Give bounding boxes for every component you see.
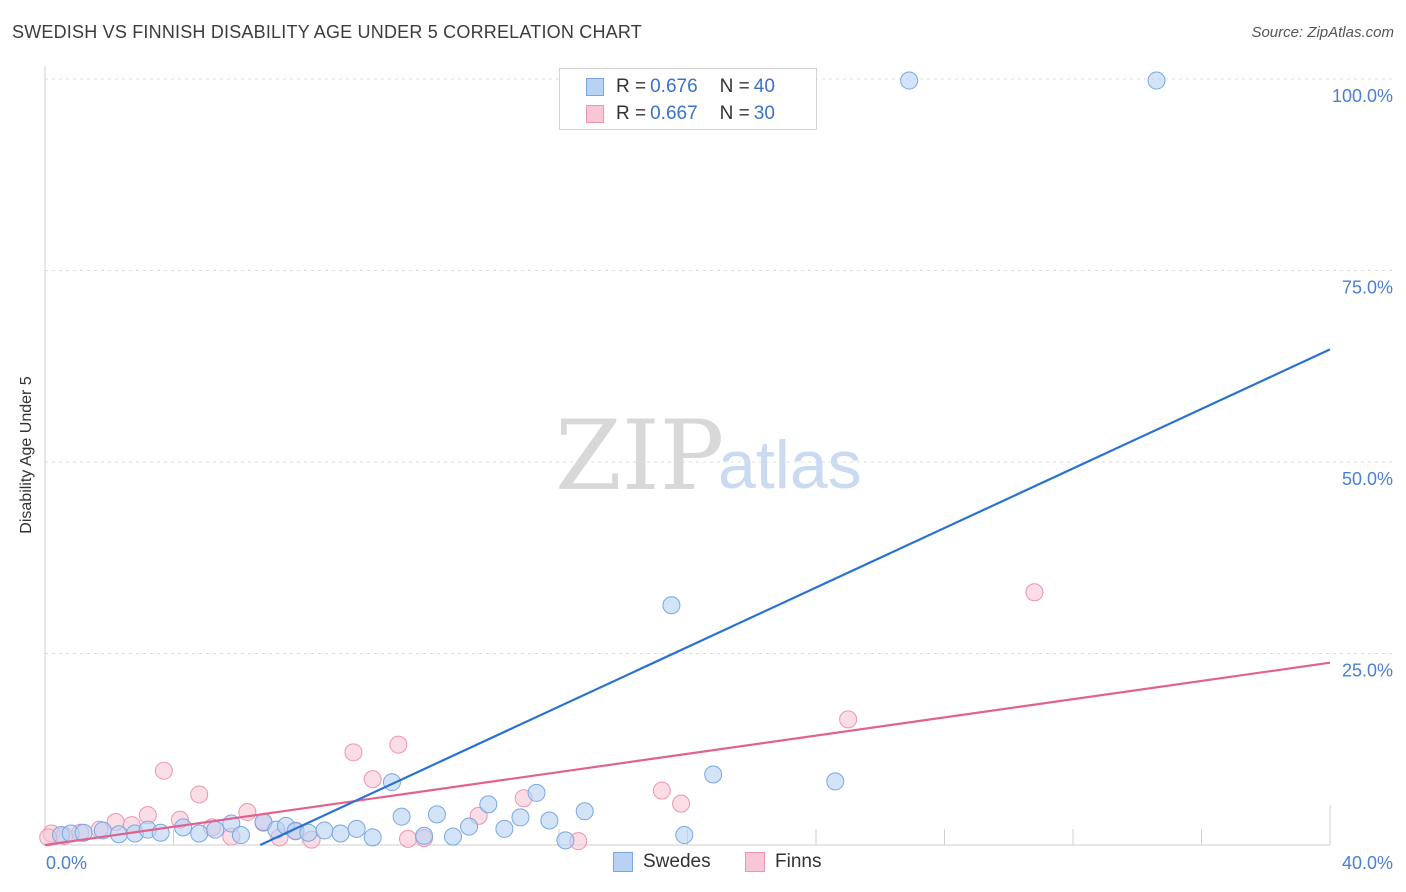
finns-point — [344, 743, 363, 762]
swedes-swatch — [586, 78, 604, 96]
swedes-point — [479, 795, 498, 814]
swedes-point — [415, 826, 434, 845]
finns-point — [363, 770, 382, 789]
swedes-point — [331, 824, 350, 843]
swedes-point — [392, 807, 411, 826]
swedes-point — [826, 772, 845, 791]
finns-point — [652, 781, 671, 800]
finns-point — [399, 829, 418, 848]
finns-point — [839, 710, 858, 729]
swedes-point — [174, 818, 193, 837]
swedes-point — [662, 596, 681, 615]
grid-lines — [45, 78, 1395, 654]
x-tick-label: 40.0% — [1342, 853, 1393, 873]
y-tick-label: 100.0% — [1332, 86, 1393, 106]
stats-row-swedes: R = 0.676 N = 40 — [586, 75, 775, 99]
r-value: 0.676 — [650, 76, 698, 97]
stats-legend: R = 0.676 N = 40 R = 0.667 N = 30 — [559, 68, 817, 130]
finns-legend-swatch — [745, 852, 765, 872]
axes — [44, 66, 1331, 846]
swedes-point — [556, 831, 575, 850]
swedes-point — [206, 820, 225, 839]
legend-label-finns: Finns — [775, 851, 822, 872]
swedes-point — [900, 71, 919, 90]
swedes-point — [363, 828, 382, 847]
swedes-points — [52, 71, 1166, 850]
legend-item-finns[interactable]: Finns — [745, 851, 821, 873]
swedes-point — [1147, 71, 1166, 90]
n-value: 30 — [753, 103, 775, 124]
swedes-point — [443, 827, 462, 846]
tick-labels: 25.0% 50.0% 75.0% 100.0% 0.0% 40.0% — [46, 86, 1393, 873]
y-tick-label: 75.0% — [1342, 278, 1393, 298]
swedes-point — [675, 826, 694, 845]
swedes-point — [495, 819, 514, 838]
n-label: N = — [719, 76, 750, 97]
y-tick-label: 25.0% — [1342, 661, 1393, 681]
swedes-point — [460, 817, 479, 836]
swedes-legend-swatch — [613, 852, 633, 872]
finns-point — [389, 735, 408, 754]
n-label: N = — [719, 103, 750, 124]
legend-item-swedes[interactable]: Swedes — [613, 851, 711, 873]
swedes-point — [315, 821, 334, 840]
swedes-point — [231, 826, 250, 845]
finns-point — [1025, 583, 1044, 602]
watermark-atlas: atlas — [718, 427, 862, 503]
r-label: R = — [616, 76, 647, 97]
swedes-trend-line — [259, 348, 1331, 846]
watermark-zip: ZIP — [555, 400, 725, 512]
n-value: 40 — [753, 76, 775, 97]
chart-title: SWEDISH VS FINNISH DISABILITY AGE UNDER … — [12, 22, 642, 42]
swedes-point — [575, 802, 594, 821]
source-label[interactable]: Source: ZipAtlas.com — [1251, 24, 1394, 41]
swedes-point — [540, 811, 559, 830]
finns-points — [39, 583, 1044, 851]
series-legend: Swedes Finns — [0, 851, 1406, 879]
swedes-point — [347, 819, 366, 838]
finns-point — [154, 761, 173, 780]
swedes-point — [511, 808, 530, 827]
trend-lines — [44, 348, 1331, 847]
stats-row-finns: R = 0.667 N = 30 — [586, 102, 775, 126]
swedes-point — [427, 805, 446, 824]
finns-point — [672, 794, 691, 813]
swedes-point — [190, 824, 209, 843]
swedes-point — [74, 823, 93, 842]
finns-trend-line — [44, 661, 1331, 847]
r-label: R = — [616, 103, 647, 124]
x-tick-label: 0.0% — [46, 853, 87, 873]
legend-label-swedes: Swedes — [643, 851, 711, 872]
swedes-point — [527, 783, 546, 802]
finns-swatch — [586, 105, 604, 123]
finns-point — [190, 785, 209, 804]
swedes-point — [704, 765, 723, 784]
r-value: 0.667 — [650, 103, 698, 124]
swedes-point — [299, 823, 318, 842]
y-tick-label: 50.0% — [1342, 469, 1393, 489]
